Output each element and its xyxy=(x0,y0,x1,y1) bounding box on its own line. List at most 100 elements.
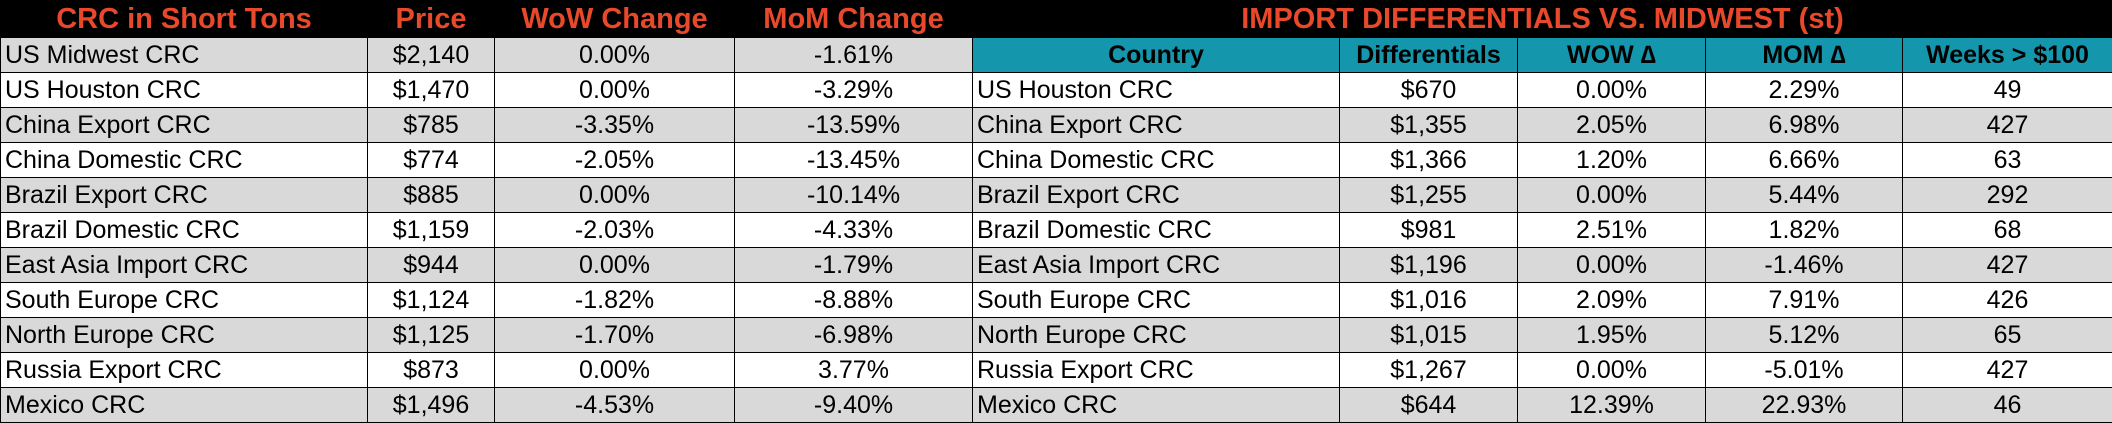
column-header-product: CRC in Short Tons xyxy=(1,1,368,38)
mom-change-cell: -9.40% xyxy=(735,388,973,423)
mom-delta-cell: 1.82% xyxy=(1706,213,1903,248)
weeks-over-100-cell: 427 xyxy=(1903,353,2112,388)
price-cell: $1,159 xyxy=(368,213,495,248)
product-name-cell: US Houston CRC xyxy=(1,73,368,108)
column-header-wow-delta: WOW ∆ xyxy=(1518,38,1706,73)
country-name-cell: US Houston CRC xyxy=(973,73,1340,108)
wow-delta-cell: 0.00% xyxy=(1518,353,1706,388)
weeks-over-100-cell: 427 xyxy=(1903,108,2112,143)
weeks-over-100-cell: 46 xyxy=(1903,388,2112,423)
product-name-cell: Russia Export CRC xyxy=(1,353,368,388)
import-differentials-table: IMPORT DIFFERENTIALS VS. MIDWEST (st) Co… xyxy=(972,0,2112,423)
weeks-over-100-cell: 63 xyxy=(1903,143,2112,178)
product-name-cell: China Domestic CRC xyxy=(1,143,368,178)
differential-cell: $981 xyxy=(1340,213,1518,248)
mom-delta-cell: 5.12% xyxy=(1706,318,1903,353)
product-name-cell: North Europe CRC xyxy=(1,318,368,353)
product-name-cell: US Midwest CRC xyxy=(1,38,368,73)
import-differentials-title-row: IMPORT DIFFERENTIALS VS. MIDWEST (st) xyxy=(973,1,2112,38)
weeks-over-100-cell: 68 xyxy=(1903,213,2112,248)
mom-change-cell: -1.61% xyxy=(735,38,973,73)
mom-delta-cell: 6.98% xyxy=(1706,108,1903,143)
price-cell: $1,470 xyxy=(368,73,495,108)
differential-cell: $1,366 xyxy=(1340,143,1518,178)
wow-change-cell: -4.53% xyxy=(495,388,735,423)
mom-change-cell: -10.14% xyxy=(735,178,973,213)
wow-change-cell: 0.00% xyxy=(495,38,735,73)
import-differentials-title: IMPORT DIFFERENTIALS VS. MIDWEST (st) xyxy=(973,1,2112,38)
differential-cell: $1,267 xyxy=(1340,353,1518,388)
price-cell: $785 xyxy=(368,108,495,143)
wow-delta-cell: 1.95% xyxy=(1518,318,1706,353)
product-name-cell: South Europe CRC xyxy=(1,283,368,318)
weeks-over-100-cell: 426 xyxy=(1903,283,2112,318)
price-cell: $1,124 xyxy=(368,283,495,318)
mom-change-cell: -3.29% xyxy=(735,73,973,108)
wow-delta-cell: 12.39% xyxy=(1518,388,1706,423)
product-name-cell: China Export CRC xyxy=(1,108,368,143)
price-cell: $1,496 xyxy=(368,388,495,423)
wow-delta-cell: 0.00% xyxy=(1518,248,1706,283)
differential-cell: $1,355 xyxy=(1340,108,1518,143)
differential-cell: $1,196 xyxy=(1340,248,1518,283)
country-name-cell: Brazil Export CRC xyxy=(973,178,1340,213)
table-row: China Domestic CRC$774-2.05%-13.45% xyxy=(1,143,973,178)
column-header-mom: MoM Change xyxy=(735,1,973,38)
mom-delta-cell: 2.29% xyxy=(1706,73,1903,108)
wow-change-cell: 0.00% xyxy=(495,353,735,388)
table-row: Mexico CRC$1,496-4.53%-9.40% xyxy=(1,388,973,423)
mom-delta-cell: 22.93% xyxy=(1706,388,1903,423)
wow-delta-cell: 0.00% xyxy=(1518,73,1706,108)
product-name-cell: Brazil Domestic CRC xyxy=(1,213,368,248)
mom-change-cell: -8.88% xyxy=(735,283,973,318)
mom-delta-cell: 7.91% xyxy=(1706,283,1903,318)
table-row: Brazil Domestic CRC$1,159-2.03%-4.33% xyxy=(1,213,973,248)
table-row: South Europe CRC$1,124-1.82%-8.88% xyxy=(1,283,973,318)
country-name-cell: Russia Export CRC xyxy=(973,353,1340,388)
differential-cell: $1,016 xyxy=(1340,283,1518,318)
import-differentials-header: Country Differentials WOW ∆ MOM ∆ Weeks … xyxy=(973,38,2112,73)
mom-delta-cell: 5.44% xyxy=(1706,178,1903,213)
crc-price-table: CRC in Short Tons Price WoW Change MoM C… xyxy=(0,0,973,423)
mom-change-cell: -13.45% xyxy=(735,143,973,178)
mom-delta-cell: 6.66% xyxy=(1706,143,1903,178)
differential-cell: $670 xyxy=(1340,73,1518,108)
price-cell: $1,125 xyxy=(368,318,495,353)
wow-change-cell: 0.00% xyxy=(495,73,735,108)
country-name-cell: North Europe CRC xyxy=(973,318,1340,353)
wow-change-cell: -1.82% xyxy=(495,283,735,318)
mom-change-cell: 3.77% xyxy=(735,353,973,388)
column-header-country: Country xyxy=(973,38,1340,73)
wow-delta-cell: 0.00% xyxy=(1518,178,1706,213)
price-cell: $873 xyxy=(368,353,495,388)
wow-change-cell: -3.35% xyxy=(495,108,735,143)
differential-cell: $1,255 xyxy=(1340,178,1518,213)
weeks-over-100-cell: 427 xyxy=(1903,248,2112,283)
differential-cell: $644 xyxy=(1340,388,1518,423)
product-name-cell: East Asia Import CRC xyxy=(1,248,368,283)
mom-change-cell: -13.59% xyxy=(735,108,973,143)
weeks-over-100-cell: 49 xyxy=(1903,73,2112,108)
price-cell: $944 xyxy=(368,248,495,283)
price-cell: $774 xyxy=(368,143,495,178)
mom-delta-cell: -5.01% xyxy=(1706,353,1903,388)
column-header-wow: WoW Change xyxy=(495,1,735,38)
wow-delta-cell: 2.09% xyxy=(1518,283,1706,318)
wow-delta-cell: 2.05% xyxy=(1518,108,1706,143)
product-name-cell: Brazil Export CRC xyxy=(1,178,368,213)
